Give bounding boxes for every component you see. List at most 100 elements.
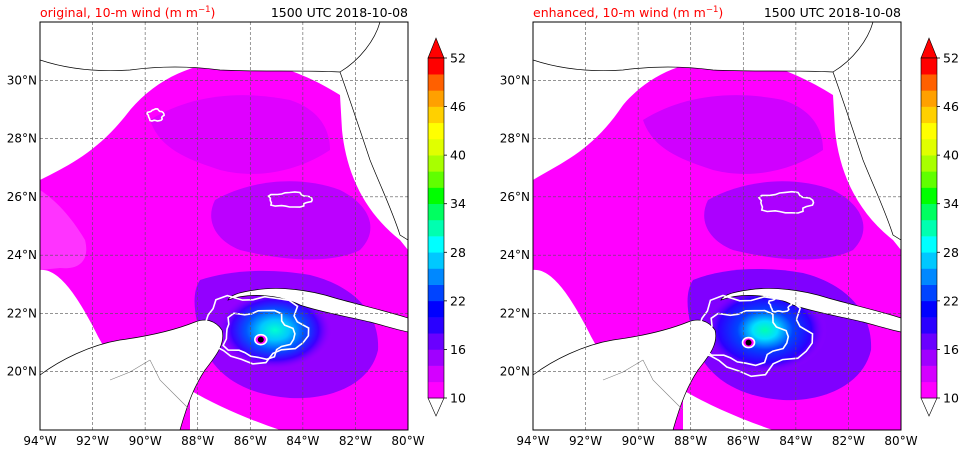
left-colorbar-tick-label: 22 — [450, 293, 466, 308]
left-colorbar-tick-label: 16 — [450, 342, 466, 357]
left-y-tick-label: 24°N — [7, 248, 37, 262]
right-x-tick-label: 90°W — [622, 434, 655, 448]
right-y-ticks: 20°N 22°N 24°N 26°N 28°N 30°N — [500, 73, 530, 378]
right-colorbar-level — [921, 155, 937, 172]
left-panel-original: 94°W 92°W 90°W 88°W 86°W 84°W 82°W 80°W 20°N 22°… — [7, 5, 425, 448]
right-x-tick-label: 84°W — [779, 434, 812, 448]
left-colorbar-tick-label: 40 — [450, 148, 466, 163]
left-x-tick-label: 80°W — [391, 434, 424, 448]
right-x-tick-label: 82°W — [832, 434, 865, 448]
left-colorbar-level — [428, 365, 444, 383]
right-colorbar-tick-label: 40 — [943, 148, 959, 163]
left-x-tick-label: 82°W — [339, 434, 372, 448]
right-colorbar-frame — [920, 57, 938, 399]
left-x-tick-label: 94°W — [23, 434, 56, 448]
right-wind-contours — [686, 190, 815, 378]
right-colorbar-level — [921, 365, 937, 383]
left-colorbar-level — [428, 74, 444, 91]
right-wind-contour — [704, 309, 790, 367]
right-gridlines — [533, 22, 901, 430]
right-x-tick-label: 86°W — [727, 434, 760, 448]
left-colorbar-tick-label: 52 — [450, 51, 466, 66]
right-y-tick-label: 26°N — [500, 190, 530, 204]
left-x-tick-label: 84°W — [286, 434, 319, 448]
left-eye-core — [257, 336, 264, 343]
right-y-tick-label: 20°N — [500, 365, 530, 379]
left-colorbar-level — [428, 284, 444, 302]
left-colorbar-level — [428, 349, 444, 366]
left-x-tick-label: 92°W — [76, 434, 109, 448]
right-y-tick-label: 24°N — [500, 248, 530, 262]
right-map-area — [533, 22, 901, 430]
right-colorbar-level — [921, 381, 937, 399]
left-storm-eye — [253, 333, 268, 346]
right-y-tick-label: 22°N — [500, 306, 530, 320]
right-wind-contour — [686, 294, 814, 378]
left-wind-contour — [222, 309, 296, 361]
left-y-ticks: 20°N 22°N 24°N 26°N 28°N 30°N — [7, 73, 37, 378]
left-x-tick-label: 86°W — [234, 434, 267, 448]
right-colorbar-level — [921, 317, 937, 334]
left-colorbar-level — [428, 138, 444, 156]
left-gridlines — [40, 22, 408, 430]
right-colorbar-level — [921, 122, 937, 140]
right-colorbar-tick-label: 52 — [943, 51, 959, 66]
left-x-tick-label: 88°W — [181, 434, 214, 448]
right-colorbar-level — [921, 203, 937, 221]
right-time-label: 1500 UTC 2018-10-08 — [764, 5, 901, 20]
right-colorbar-level — [921, 187, 937, 205]
right-colorbar-over-extend — [920, 37, 938, 59]
left-y-tick-label: 28°N — [7, 132, 37, 146]
left-colorbar-tick-label: 28 — [450, 245, 466, 260]
right-colorbar-tick-label: 16 — [943, 342, 959, 357]
right-colorbar-level — [921, 106, 937, 124]
left-colorbar-over-extend — [427, 37, 445, 59]
right-colorbar-level — [921, 171, 937, 188]
left-panel-title: original, 10-m wind (m m−1) — [40, 5, 215, 20]
left-coastlines — [40, 22, 408, 430]
right-colorbar-level — [921, 138, 937, 156]
left-axes-frame — [39, 21, 409, 431]
right-colorbar-tick-label: 46 — [943, 99, 959, 114]
right-colorbar-level — [921, 219, 937, 237]
right-colorbar-level — [921, 58, 937, 75]
left-colorbar-level — [428, 252, 444, 269]
right-colorbar-level — [921, 90, 937, 107]
left-wind-contours — [146, 107, 314, 365]
left-y-tick-label: 30°N — [7, 73, 37, 87]
right-colorbar-tick-label: 34 — [943, 196, 959, 211]
right-x-tick-label: 80°W — [884, 434, 917, 448]
left-y-tick-label: 20°N — [7, 365, 37, 379]
left-colorbar: 10 16 22 28 34 40 46 52 — [427, 37, 466, 417]
left-wind-contour — [146, 107, 165, 122]
right-colorbar-level — [921, 268, 937, 285]
right-y-tick-label: 30°N — [500, 73, 530, 87]
left-colorbar-frame — [427, 57, 445, 399]
right-colorbar-under-extend — [920, 397, 938, 417]
right-x-tick-label: 92°W — [569, 434, 602, 448]
left-colorbar-level — [428, 171, 444, 188]
left-map-area — [40, 22, 408, 430]
left-time-label: 1500 UTC 2018-10-08 — [271, 5, 408, 20]
left-colorbar-level — [428, 58, 444, 75]
right-colorbar-level — [921, 349, 937, 366]
right-x-tick-label: 94°W — [516, 434, 549, 448]
right-colorbar-tick-label: 10 — [943, 391, 959, 406]
right-axes-frame — [532, 21, 902, 431]
left-colorbar-level — [428, 236, 444, 253]
left-y-tick-label: 22°N — [7, 306, 37, 320]
left-colorbar-tick-label: 10 — [450, 391, 466, 406]
left-colorbar-level — [428, 122, 444, 140]
left-colorbar-level — [428, 203, 444, 221]
right-coastlines — [533, 22, 901, 430]
left-colorbar-level — [428, 90, 444, 107]
right-colorbar-tick-label: 28 — [943, 245, 959, 260]
right-panel-title: enhanced, 10-m wind (m m−1) — [533, 5, 723, 20]
right-wind-contour — [757, 190, 815, 214]
left-wind-contour — [267, 191, 314, 208]
right-colorbar-level — [921, 300, 937, 318]
left-colorbar-level — [428, 106, 444, 124]
right-x-ticks: 94°W 92°W 90°W 88°W 86°W 84°W 82°W 80°W — [516, 434, 917, 448]
left-colorbar-level — [428, 187, 444, 205]
